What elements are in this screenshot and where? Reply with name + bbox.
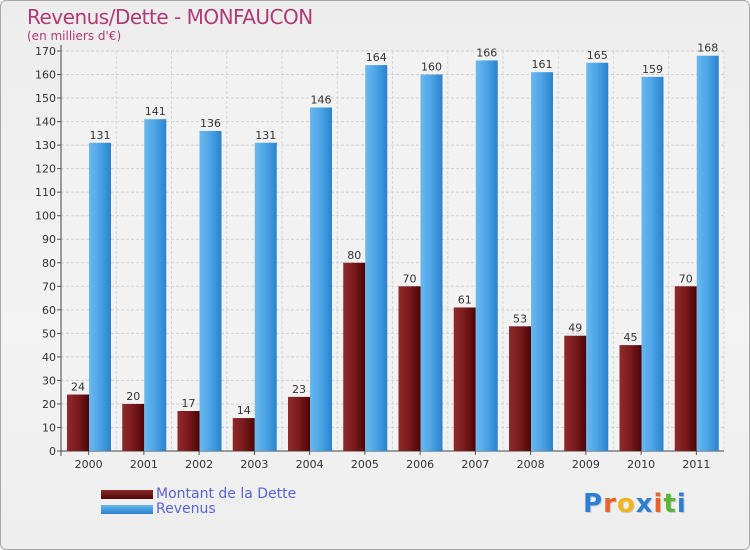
bar-debt	[674, 286, 697, 451]
data-label-debt: 49	[568, 322, 582, 335]
bar-revenue	[696, 55, 719, 452]
y-tick-label: 0	[49, 445, 56, 458]
chart-title: Revenus/Dette - MONFAUCON	[27, 5, 313, 29]
logo-letter: t	[663, 489, 677, 519]
bar-debt	[177, 411, 200, 451]
y-tick-label: 130	[35, 139, 56, 152]
data-label-debt: 70	[403, 272, 417, 285]
y-tick-label: 90	[42, 233, 56, 246]
logo-letter: o	[616, 489, 636, 519]
y-tick-label: 50	[42, 327, 56, 340]
y-tick-label: 40	[42, 351, 56, 364]
data-label-debt: 24	[71, 381, 85, 394]
data-label-revenue: 146	[311, 93, 332, 106]
chart-subtitle: (en milliers d'€)	[27, 29, 122, 43]
bar-revenue	[310, 107, 332, 452]
bar-revenue	[199, 131, 222, 451]
y-tick-label: 10	[42, 421, 56, 434]
legend-label-revenue: Revenus	[156, 501, 216, 517]
data-label-revenue: 160	[421, 61, 442, 74]
data-label-revenue: 136	[200, 117, 221, 130]
y-tick-label: 70	[42, 280, 56, 293]
bar-debt	[67, 394, 89, 451]
y-tick-label: 150	[35, 92, 56, 105]
bar-debt	[398, 286, 421, 451]
y-tick-label: 120	[35, 163, 56, 176]
data-label-revenue: 164	[366, 51, 387, 64]
bars	[67, 55, 719, 452]
data-label-revenue: 168	[697, 42, 718, 55]
y-tick-label: 80	[42, 257, 56, 270]
bar-revenue	[420, 74, 443, 451]
bar-debt	[343, 262, 366, 451]
axes: 0 10 20 30 40 50 60 70 80 90 100 110 120 130 140 150 160…	[35, 45, 724, 471]
x-tick-label: 2008	[517, 458, 545, 471]
logo-letter: r	[603, 489, 617, 519]
x-tick-label: 2011	[682, 458, 710, 471]
data-label-revenue: 131	[255, 129, 276, 142]
data-label-debt: 70	[679, 272, 693, 285]
bar-revenue	[531, 72, 553, 452]
data-labels: 24 131 20 141 17 136 14 131 23 146 80 164 70 160 61 166…	[71, 42, 718, 417]
bar-revenue	[365, 65, 388, 451]
logo-letter: P	[583, 489, 604, 519]
logo-letter: i	[676, 489, 687, 519]
bar-debt	[453, 307, 476, 451]
data-label-debt: 45	[624, 331, 638, 344]
bar-debt	[122, 403, 145, 451]
proxiti-logo: Proxiti	[583, 489, 687, 519]
x-tick-label: 2010	[627, 458, 655, 471]
legend-swatch-revenue	[101, 505, 153, 514]
bar-revenue	[254, 142, 277, 451]
data-label-debt: 17	[182, 397, 196, 410]
x-tick-label: 2009	[572, 458, 600, 471]
x-tick-label: 2006	[406, 458, 434, 471]
logo-letter: x	[635, 489, 654, 519]
data-label-debt: 53	[513, 312, 527, 325]
y-tick-label: 110	[35, 186, 56, 199]
y-tick-label: 170	[35, 45, 56, 58]
data-label-debt: 14	[237, 404, 251, 417]
x-tick-label: 2002	[185, 458, 213, 471]
x-tick-label: 2004	[296, 458, 324, 471]
y-tick-label: 30	[42, 374, 56, 387]
x-tick-label: 2007	[461, 458, 489, 471]
x-tick-label: 2003	[240, 458, 268, 471]
bar-debt	[564, 335, 587, 451]
data-label-debt: 80	[347, 249, 361, 262]
y-tick-label: 140	[35, 116, 56, 129]
data-label-debt: 61	[458, 293, 472, 306]
bar-debt	[232, 418, 255, 451]
y-tick-label: 160	[35, 69, 56, 82]
x-tick-label: 2001	[130, 458, 158, 471]
bar-debt	[509, 326, 531, 451]
data-label-debt: 23	[292, 383, 306, 396]
grid-lines	[60, 50, 725, 452]
legend-swatch-debt	[101, 490, 153, 499]
y-tick-label: 60	[42, 304, 56, 317]
data-label-debt: 20	[126, 390, 140, 403]
data-label-revenue: 131	[90, 129, 111, 142]
y-tick-label: 100	[35, 210, 56, 223]
bar-debt	[288, 396, 310, 451]
data-label-revenue: 141	[145, 105, 166, 118]
legend-label-debt: Montant de la Dette	[156, 486, 297, 502]
bar-revenue	[586, 62, 609, 451]
bar-revenue	[89, 142, 111, 451]
data-label-revenue: 166	[476, 46, 497, 59]
bar-revenue	[144, 119, 167, 451]
bar-revenue	[475, 60, 498, 451]
x-tick-label: 2005	[351, 458, 379, 471]
bar-debt	[619, 345, 642, 451]
x-tick-label: 2000	[75, 458, 103, 471]
data-label-revenue: 159	[642, 63, 663, 76]
y-tick-label: 20	[42, 398, 56, 411]
data-label-revenue: 165	[587, 49, 608, 62]
logo-letter: i	[653, 489, 664, 519]
bar-revenue	[641, 76, 664, 451]
data-label-revenue: 161	[532, 58, 553, 71]
